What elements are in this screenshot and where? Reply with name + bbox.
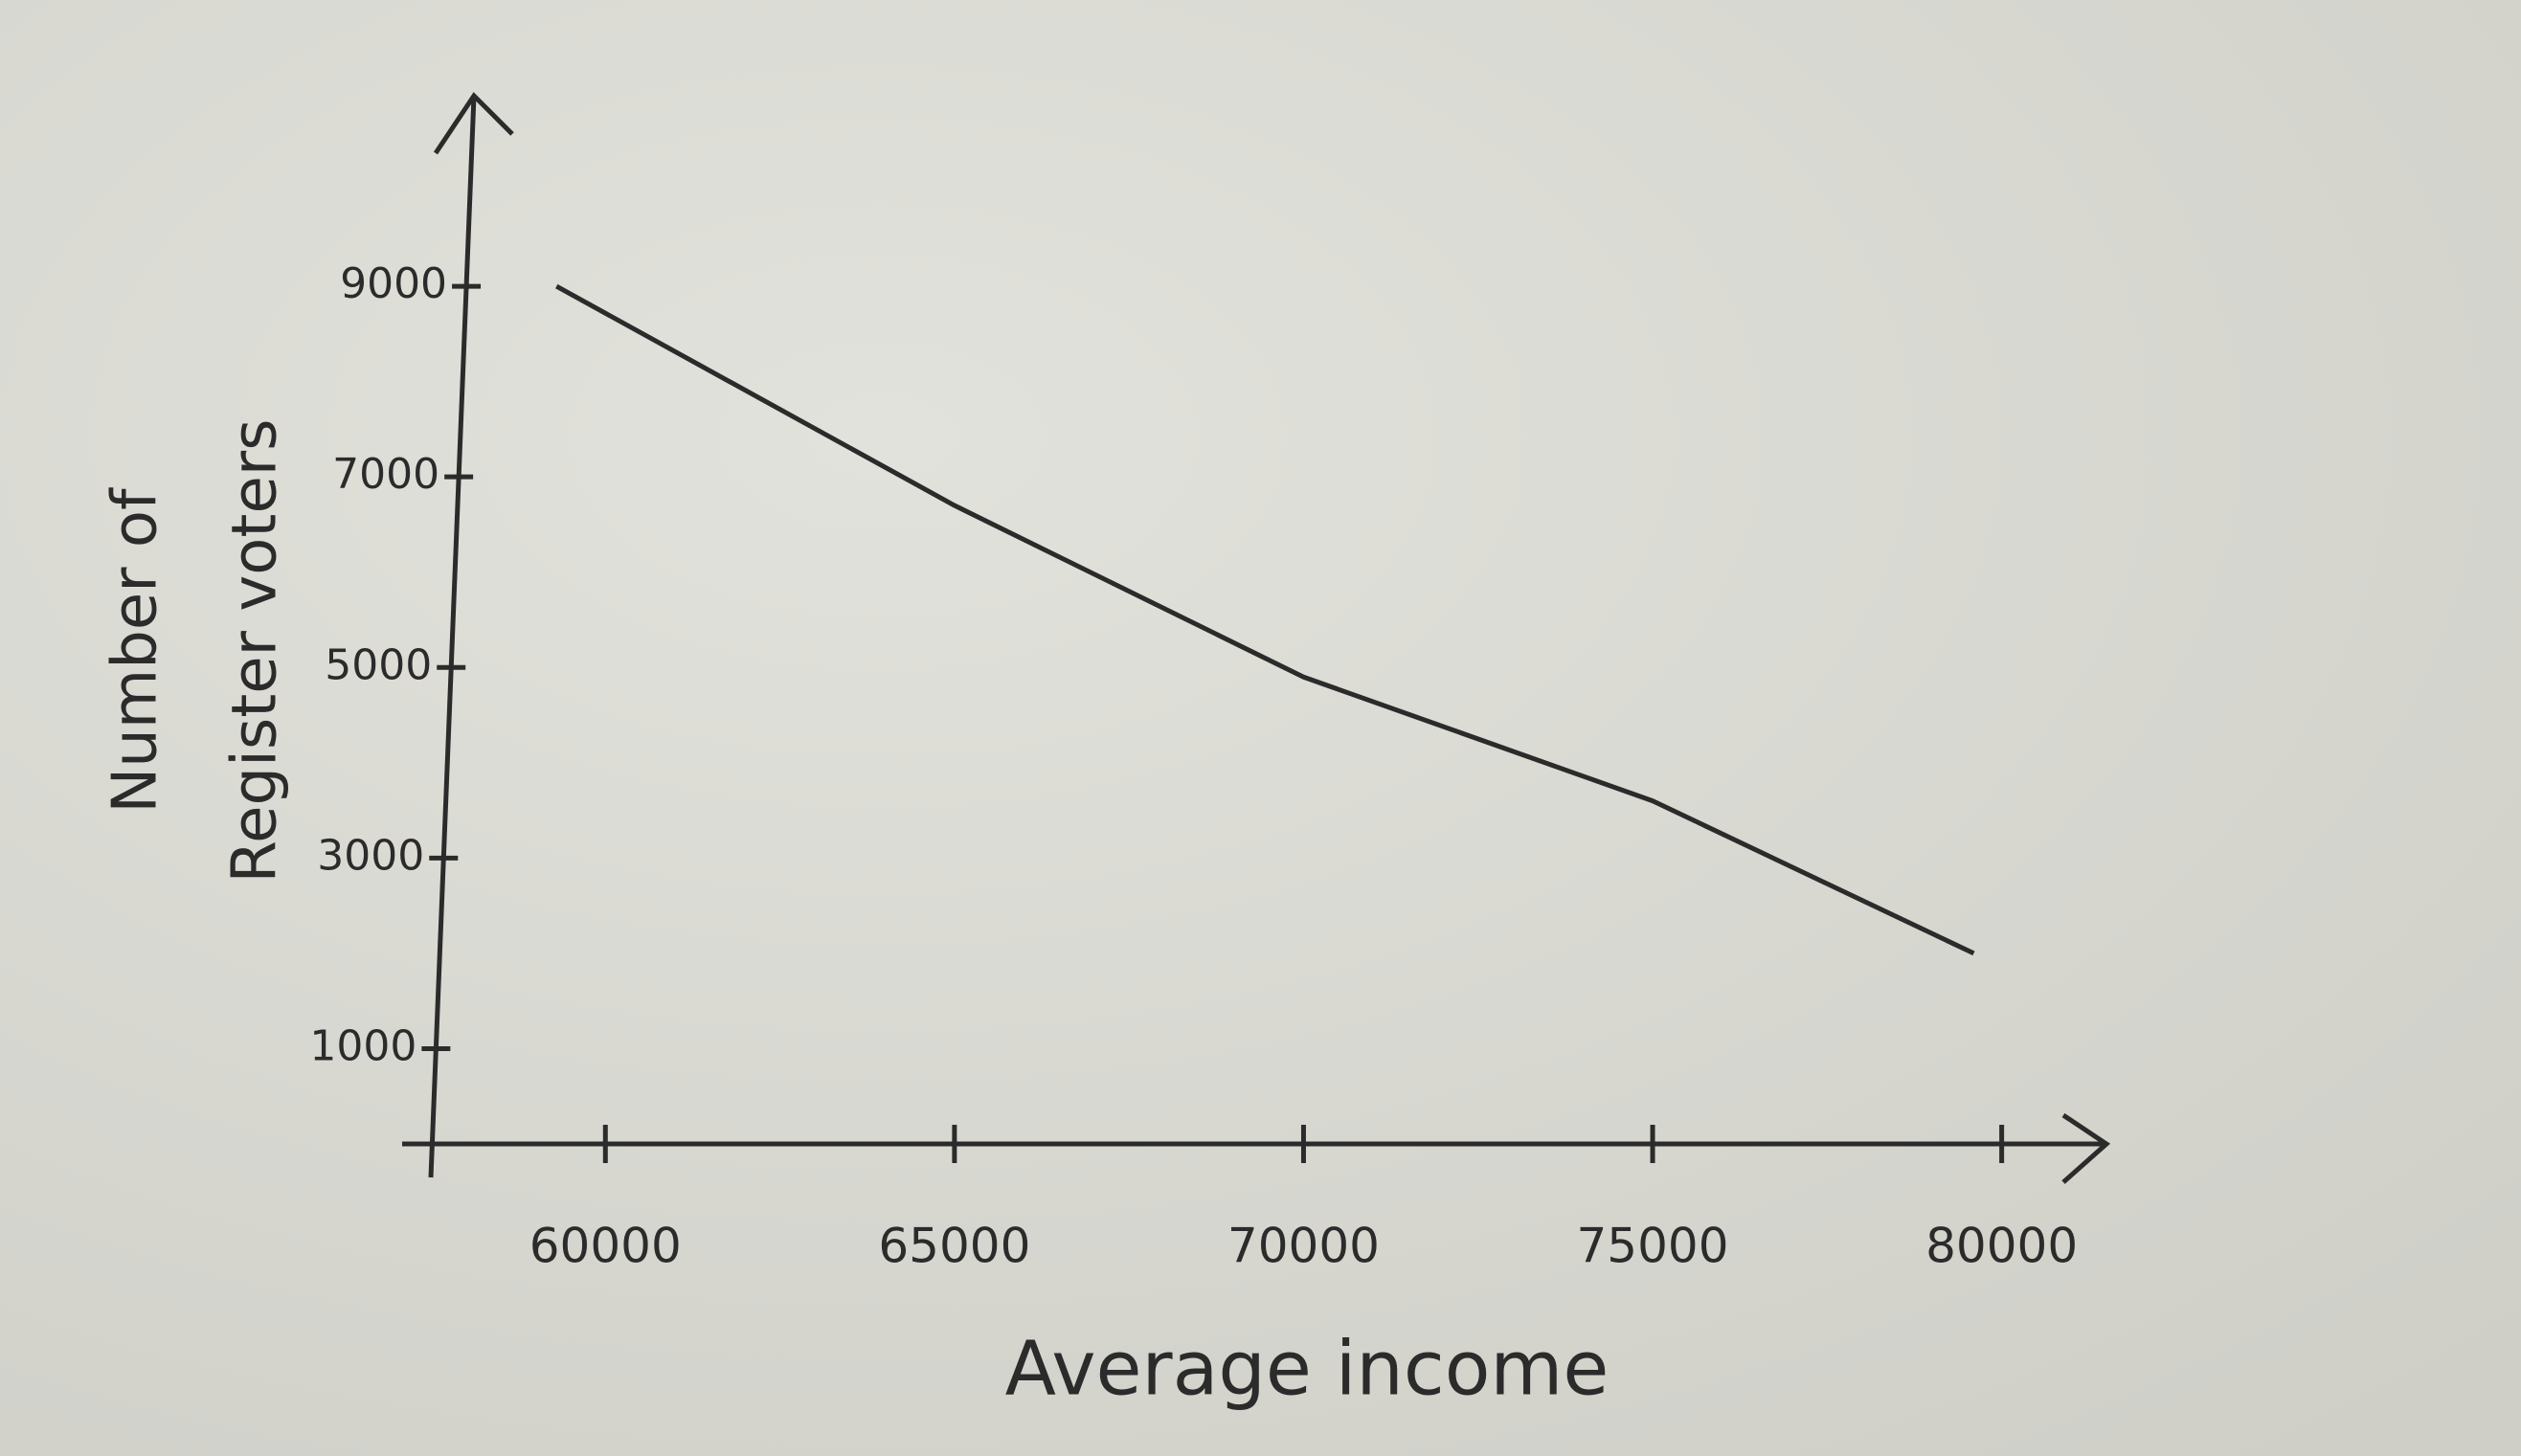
y-axis-label: Register voters — [220, 419, 291, 884]
y-axis-arrow — [433, 92, 514, 155]
x-axis-arrow — [2061, 1112, 2111, 1184]
y-tick-label: 3000 — [317, 831, 424, 880]
x-tick-label: 70000 — [1227, 1219, 1380, 1274]
y-axis — [428, 95, 477, 1178]
x-tick-label: 80000 — [1925, 1219, 2078, 1274]
y-tick-label: 9000 — [340, 259, 447, 308]
data-line — [555, 283, 1975, 956]
y-tick-label: 7000 — [332, 450, 439, 499]
x-axis-label: Average income — [1005, 1326, 1609, 1412]
y-tick-label: 1000 — [309, 1021, 416, 1070]
y-axis-label: Number of — [101, 487, 171, 814]
y-tick-label: 5000 — [325, 640, 432, 689]
x-tick-label: 60000 — [529, 1219, 682, 1274]
x-tick-label: 75000 — [1577, 1219, 1729, 1274]
x-tick-label: 65000 — [878, 1219, 1030, 1274]
